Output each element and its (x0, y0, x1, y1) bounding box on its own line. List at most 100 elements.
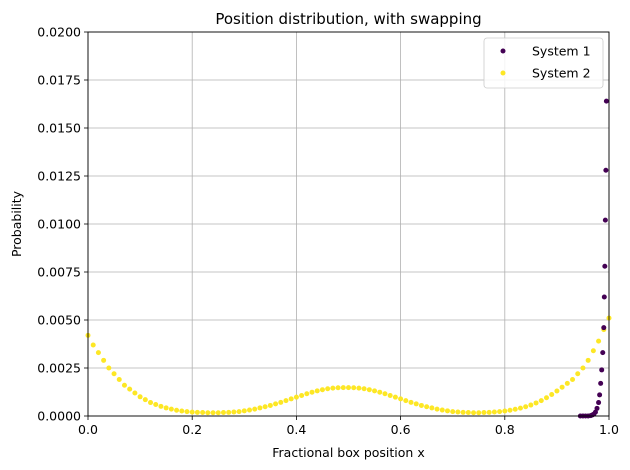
data-point (602, 217, 608, 223)
data-point (121, 382, 127, 388)
data-point (538, 398, 544, 404)
y-tick-label: 0.0075 (37, 265, 81, 280)
x-tick-label: 0.2 (182, 422, 202, 437)
y-axis-label: Probability (9, 190, 24, 257)
data-point (163, 405, 169, 411)
data-point (319, 387, 325, 393)
x-axis-label: Fractional box position x (272, 445, 424, 460)
data-point (101, 357, 107, 363)
data-point (111, 371, 117, 377)
data-point (471, 410, 477, 416)
x-tick-label: 0.4 (286, 422, 306, 437)
data-point (507, 407, 513, 413)
data-point (309, 389, 315, 395)
data-point (403, 398, 409, 404)
data-point (600, 350, 606, 356)
data-point (439, 407, 445, 413)
data-point (231, 409, 237, 415)
data-point (554, 388, 560, 394)
data-point (465, 410, 471, 416)
data-point (372, 388, 378, 394)
data-point (226, 409, 232, 415)
data-point (597, 392, 603, 398)
data-point (314, 388, 320, 394)
data-point (325, 386, 331, 392)
data-point (257, 405, 263, 411)
data-point (304, 391, 310, 397)
data-point (366, 387, 372, 393)
y-tick-label: 0.0200 (37, 25, 81, 40)
data-point (603, 98, 609, 104)
x-tick-label: 0.8 (495, 422, 515, 437)
data-point (392, 394, 398, 400)
data-point (106, 365, 112, 371)
data-point (356, 385, 362, 391)
x-tick-label: 0.0 (78, 422, 98, 437)
data-point (594, 405, 600, 411)
legend-label-system-1: System 1 (532, 44, 591, 59)
data-point (413, 401, 419, 407)
data-point (153, 401, 159, 407)
data-point (158, 403, 164, 409)
data-point (148, 400, 154, 406)
data-point (599, 367, 605, 373)
data-point (142, 397, 148, 403)
data-point (434, 406, 440, 412)
data-point (288, 396, 294, 402)
data-point (116, 377, 122, 383)
data-point (497, 409, 503, 415)
data-point (377, 389, 383, 395)
data-point (382, 391, 388, 397)
data-point (424, 404, 430, 410)
data-point (361, 386, 367, 392)
data-point (512, 406, 518, 412)
data-point (528, 402, 534, 408)
data-point (418, 402, 424, 408)
data-point (603, 167, 609, 173)
data-point (517, 405, 523, 411)
data-point (330, 385, 336, 391)
data-point (523, 404, 529, 410)
data-point (575, 371, 581, 377)
data-point (278, 399, 284, 405)
data-point (564, 380, 570, 386)
data-point (335, 385, 341, 391)
data-point (408, 399, 414, 405)
data-point (476, 410, 482, 416)
ticks: 0.0 0.2 0.4 0.6 0.8 1.0 0.0000 0.0025 0.0050 0.00… (37, 25, 619, 438)
data-point (127, 386, 133, 392)
data-point (262, 404, 268, 410)
data-point (252, 406, 258, 412)
data-point (486, 409, 492, 415)
data-point (481, 410, 487, 416)
y-tick-label: 0.0150 (37, 121, 81, 136)
data-point (429, 405, 435, 411)
data-point (592, 409, 598, 415)
data-point (267, 402, 273, 408)
data-point (598, 380, 604, 386)
y-tick-label: 0.0000 (37, 409, 81, 424)
data-point (137, 394, 143, 400)
legend-label-system-2: System 2 (532, 66, 591, 81)
data-point (283, 398, 289, 404)
data-point (132, 390, 138, 396)
y-tick-label: 0.0050 (37, 313, 81, 328)
data-point (590, 348, 596, 354)
legend-box (483, 37, 604, 89)
data-point (585, 357, 591, 363)
chart-title: Position distribution, with swapping (215, 10, 481, 28)
data-point (168, 406, 174, 412)
data-point (596, 400, 602, 406)
data-point (189, 409, 195, 415)
data-point (450, 409, 456, 415)
y-tick-label: 0.0100 (37, 217, 81, 232)
data-point (194, 409, 200, 415)
series-layer (85, 98, 612, 419)
data-point (543, 395, 549, 401)
data-point (200, 410, 206, 416)
data-point (205, 410, 211, 416)
data-point (179, 408, 185, 414)
data-point (293, 394, 299, 400)
data-point (398, 396, 404, 402)
data-point (444, 408, 450, 414)
